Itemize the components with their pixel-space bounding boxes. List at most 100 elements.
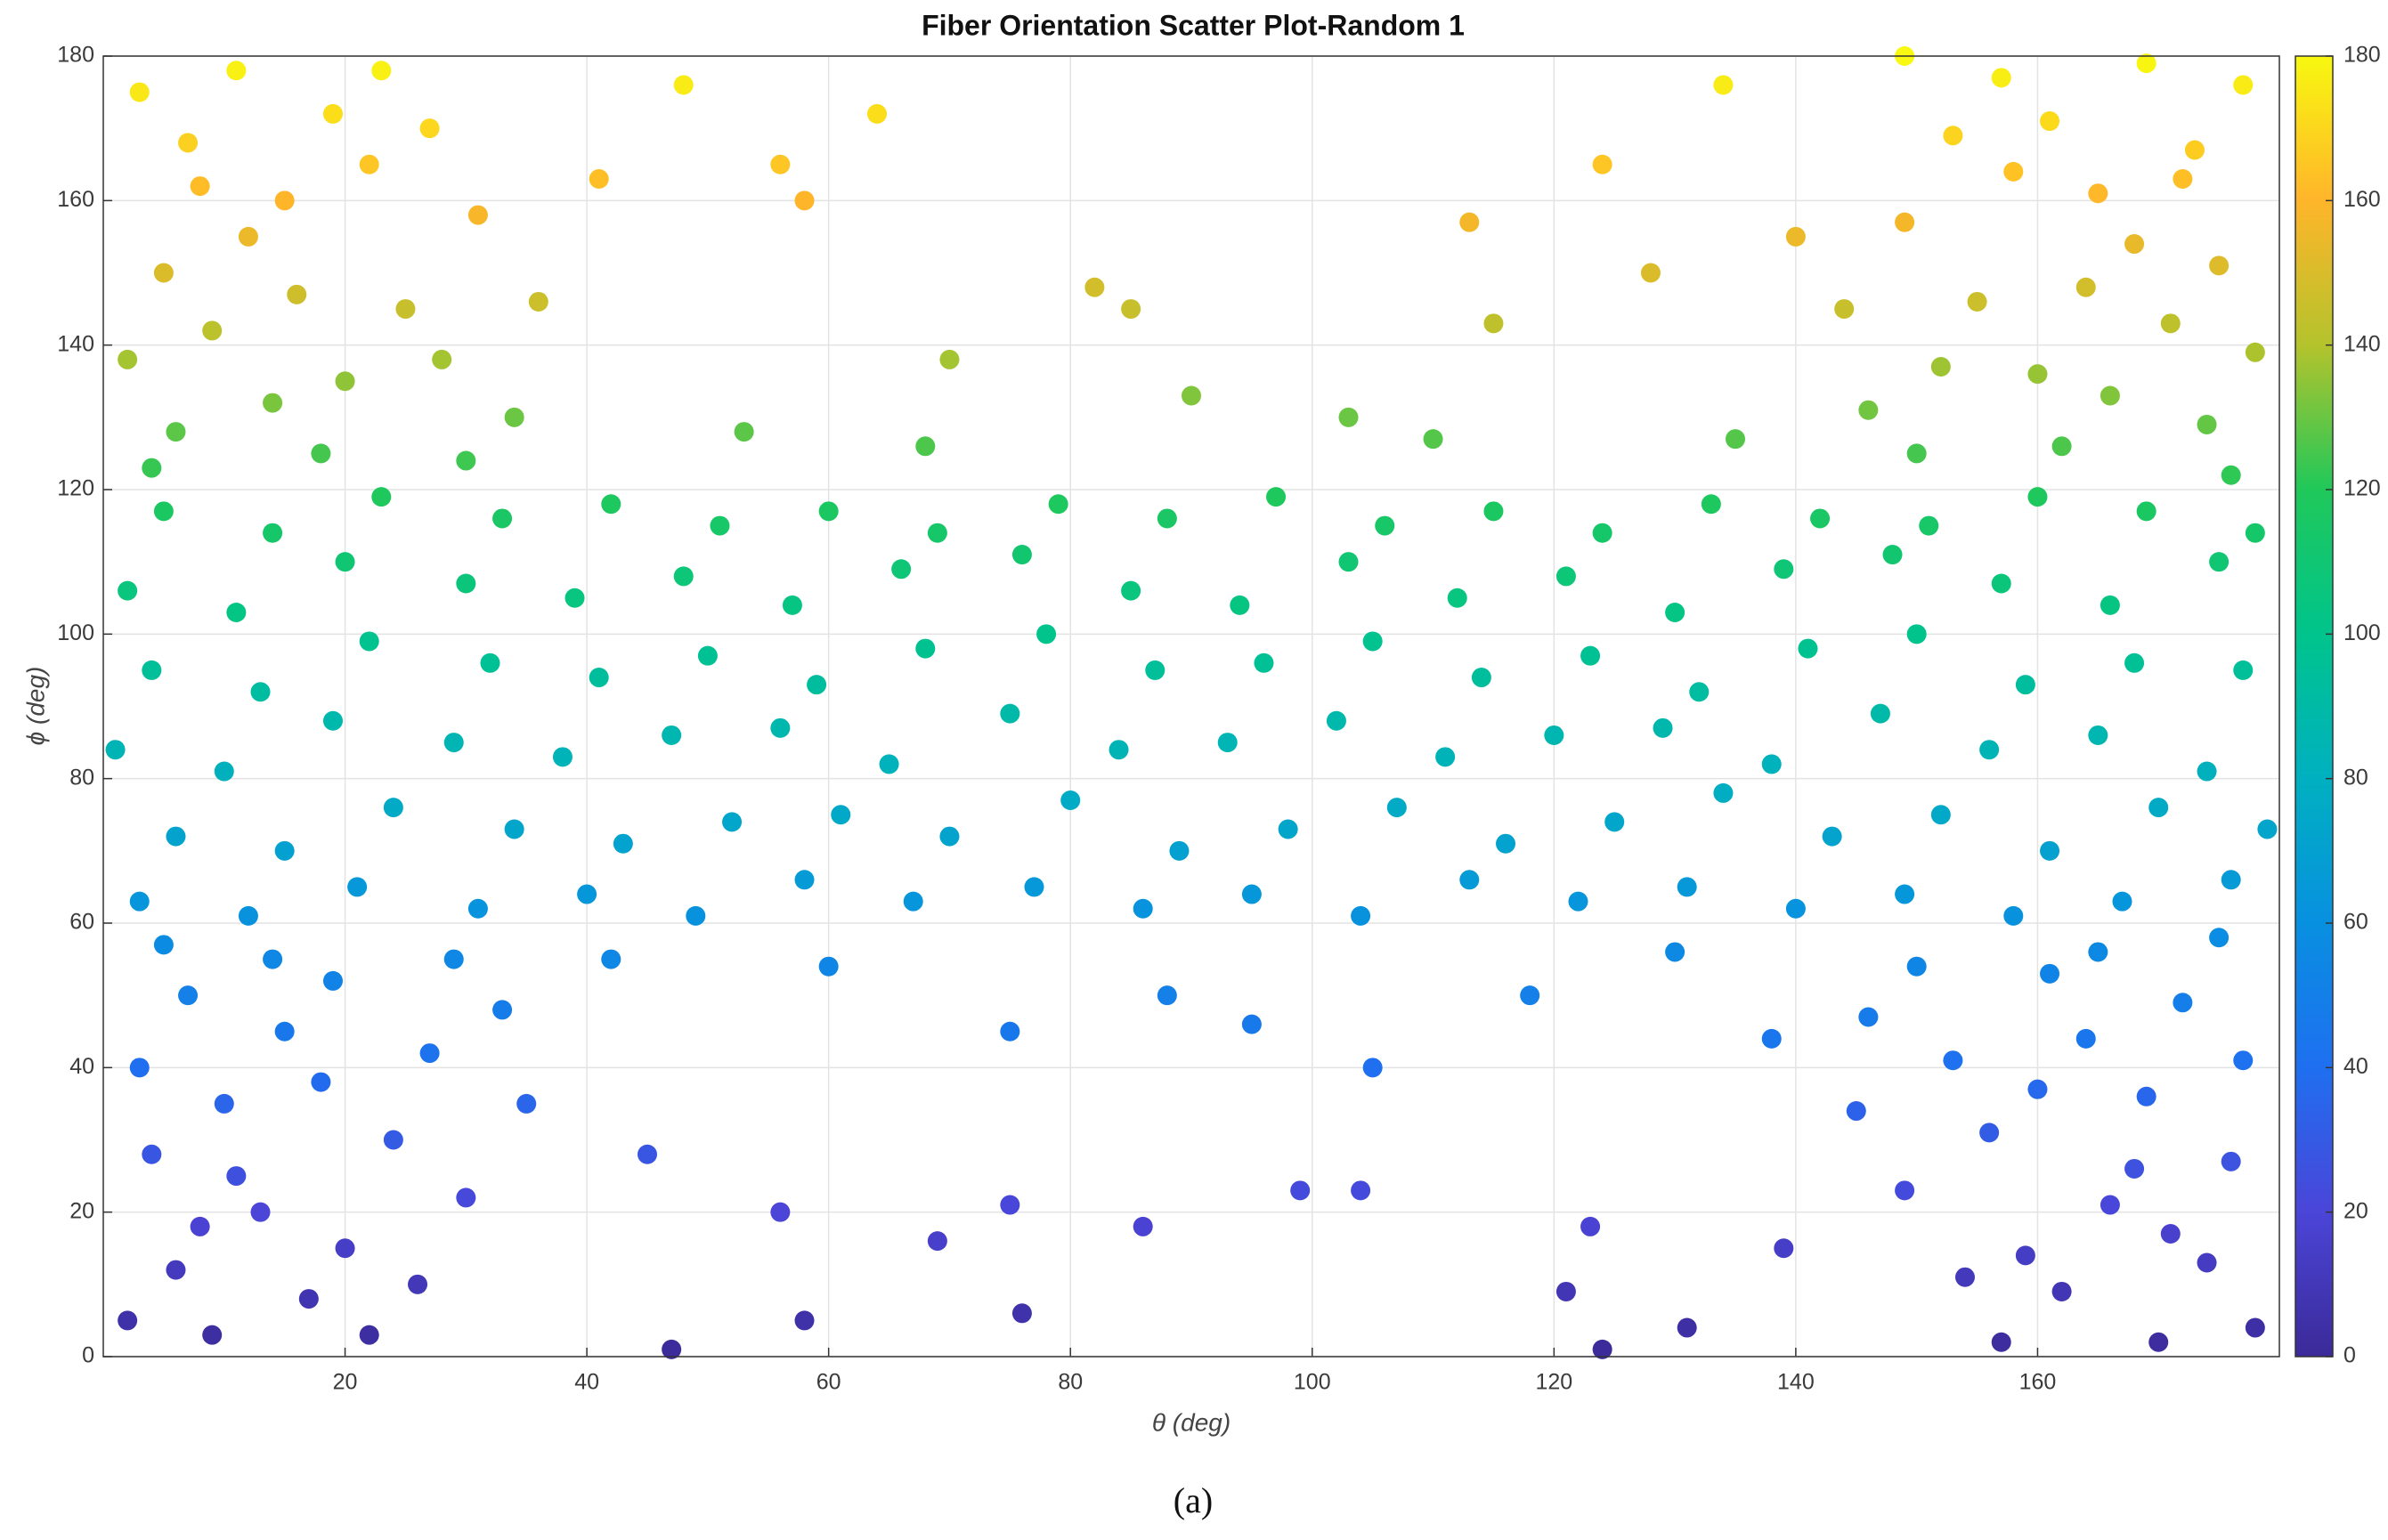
point xyxy=(1496,833,1516,854)
point xyxy=(419,118,440,139)
point xyxy=(2112,891,2132,912)
point xyxy=(686,905,706,926)
point xyxy=(153,263,174,283)
colorbar xyxy=(2295,55,2334,1358)
point xyxy=(1000,1021,1020,1042)
y-tick-label: 40 xyxy=(69,1054,94,1079)
point xyxy=(662,725,682,745)
point xyxy=(383,798,403,818)
point xyxy=(1555,566,1576,587)
point xyxy=(1230,595,1250,615)
y-axis-label: ϕ (deg) xyxy=(21,667,49,746)
point xyxy=(2040,111,2060,132)
point xyxy=(2040,840,2060,861)
point xyxy=(1362,1058,1383,1078)
point xyxy=(383,1130,403,1150)
point xyxy=(178,133,199,153)
point xyxy=(153,501,174,522)
point xyxy=(710,515,730,536)
point xyxy=(770,1202,791,1222)
colorbar-tick-label: 100 xyxy=(2343,620,2381,645)
point xyxy=(2245,523,2265,543)
point xyxy=(2173,168,2193,189)
point xyxy=(504,819,524,839)
point xyxy=(1471,668,1491,688)
point xyxy=(697,645,718,666)
point xyxy=(395,299,416,320)
point xyxy=(662,1339,682,1359)
x-tick-label: 60 xyxy=(816,1370,841,1395)
point xyxy=(601,949,621,969)
point xyxy=(202,1325,223,1345)
point xyxy=(2075,1028,2096,1049)
point xyxy=(2148,798,2169,818)
point xyxy=(1145,660,1166,680)
point xyxy=(1810,508,1831,529)
point xyxy=(1653,717,1673,738)
point xyxy=(2136,501,2157,522)
point xyxy=(2088,725,2108,745)
point xyxy=(891,559,912,580)
point xyxy=(1217,733,1238,753)
point xyxy=(939,826,960,847)
point xyxy=(1290,1180,1311,1201)
point xyxy=(118,1310,138,1331)
point xyxy=(129,82,150,102)
point xyxy=(2027,487,2048,507)
point xyxy=(359,631,379,652)
point xyxy=(322,710,343,731)
point xyxy=(2088,183,2108,204)
point xyxy=(1604,812,1625,832)
point xyxy=(1459,212,1480,232)
point xyxy=(1701,494,1721,515)
point xyxy=(1024,877,1044,897)
point xyxy=(1011,1303,1032,1324)
point xyxy=(1677,877,1697,897)
point xyxy=(1459,870,1480,890)
point xyxy=(1640,263,1661,283)
point xyxy=(1991,1332,2011,1352)
point xyxy=(638,1144,657,1164)
point xyxy=(142,1144,162,1164)
chart-title: Fiber Orientation Scatter Plot-Random 1 xyxy=(922,9,1465,41)
point xyxy=(807,675,827,695)
point xyxy=(263,393,283,413)
point xyxy=(1157,985,1177,1006)
colorbar-tick-label: 80 xyxy=(2343,765,2368,790)
point xyxy=(1375,515,1395,536)
point xyxy=(1351,905,1371,926)
point xyxy=(1483,313,1504,334)
x-tick-label: 140 xyxy=(1777,1370,1815,1395)
point xyxy=(1846,1101,1866,1122)
point xyxy=(1011,545,1032,565)
point xyxy=(1665,602,1685,622)
point xyxy=(770,717,791,738)
point xyxy=(2100,595,2120,615)
point xyxy=(2051,1281,2072,1301)
y-tick-label: 140 xyxy=(57,331,94,356)
point xyxy=(2160,313,2181,334)
point xyxy=(2136,53,2157,74)
point xyxy=(2160,1224,2181,1244)
point xyxy=(589,668,609,688)
point xyxy=(1822,826,1842,847)
point xyxy=(1169,840,1190,861)
point xyxy=(2124,652,2145,673)
point xyxy=(2124,234,2145,255)
point xyxy=(915,638,936,659)
point xyxy=(2221,465,2241,485)
point xyxy=(202,320,223,341)
point xyxy=(190,176,210,197)
point xyxy=(263,523,283,543)
point xyxy=(166,1260,186,1280)
point xyxy=(673,566,694,587)
point xyxy=(1555,1281,1576,1301)
point xyxy=(1954,1267,1975,1287)
plot-frame xyxy=(102,55,2280,1358)
point xyxy=(782,595,802,615)
point xyxy=(467,898,488,919)
point xyxy=(831,805,851,825)
point xyxy=(915,436,936,457)
point xyxy=(2027,1079,2048,1099)
